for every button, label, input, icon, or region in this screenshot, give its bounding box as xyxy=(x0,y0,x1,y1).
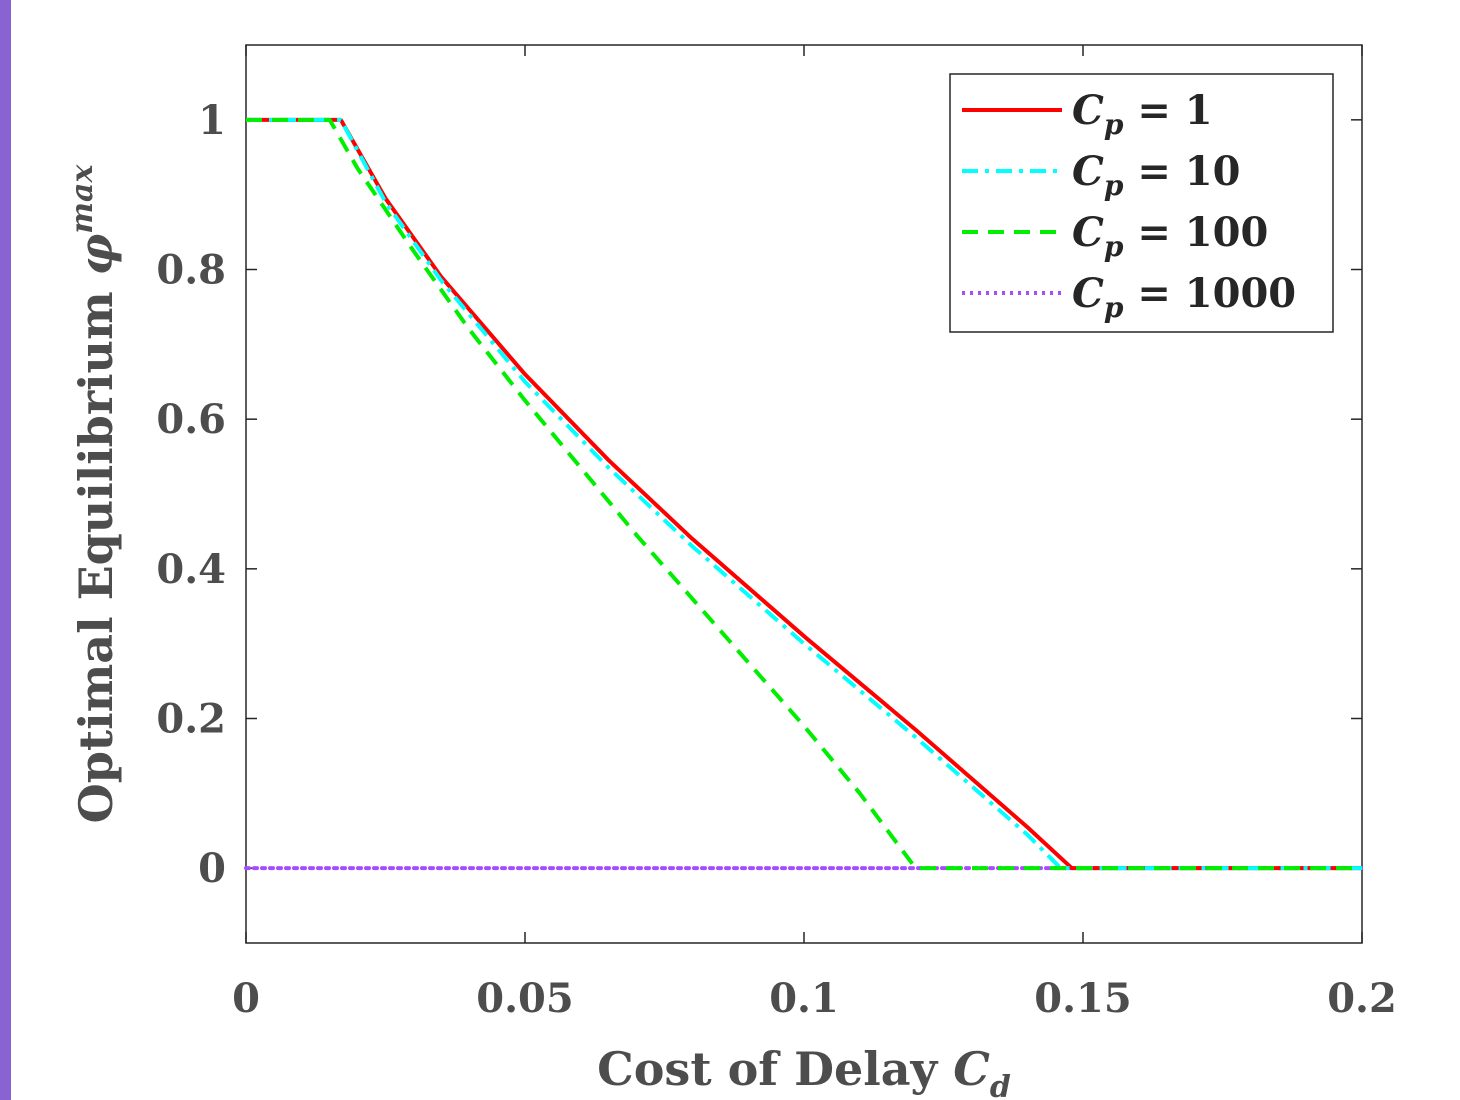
x-tick-label: 0.05 xyxy=(476,975,573,1022)
y-tick-label: 1 xyxy=(198,97,226,144)
legend-label: Cp = 10 xyxy=(1072,148,1240,202)
axis-ticks: 0 0.05 0.1 0.15 0.2 0 0.2 0.4 0.6 0.8 1 xyxy=(156,45,1397,1022)
y-axis-label: Optimal Equilibrium φmax xyxy=(65,164,123,824)
legend: Cp = 1 Cp = 10 Cp = 100 Cp = 1000 xyxy=(949,73,1334,333)
legend-label: Cp = 1000 xyxy=(1072,270,1296,324)
series-lines xyxy=(244,117,1364,871)
x-tick-label: 0.2 xyxy=(1327,975,1397,1022)
x-axis-label: Cost of Delay Cd xyxy=(597,1042,1011,1100)
x-tick-label: 0.15 xyxy=(1034,975,1131,1022)
x-tick-label: 0.1 xyxy=(769,975,839,1022)
legend-label: Cp = 100 xyxy=(1072,209,1268,263)
series-line-cp-10 xyxy=(246,117,1362,871)
y-tick-label: 0.4 xyxy=(156,546,226,593)
y-tick-label: 0.6 xyxy=(156,396,226,443)
y-tick-label: 0 xyxy=(198,845,226,892)
legend-box xyxy=(949,73,1334,333)
y-tick-label: 0.2 xyxy=(156,696,226,743)
series-line-cp-100 xyxy=(246,117,1362,871)
legend-label: Cp = 1 xyxy=(1072,87,1213,141)
left-edge-strip xyxy=(0,0,11,1100)
x-tick-label: 0 xyxy=(232,975,260,1022)
y-tick-label: 0.8 xyxy=(156,247,226,294)
